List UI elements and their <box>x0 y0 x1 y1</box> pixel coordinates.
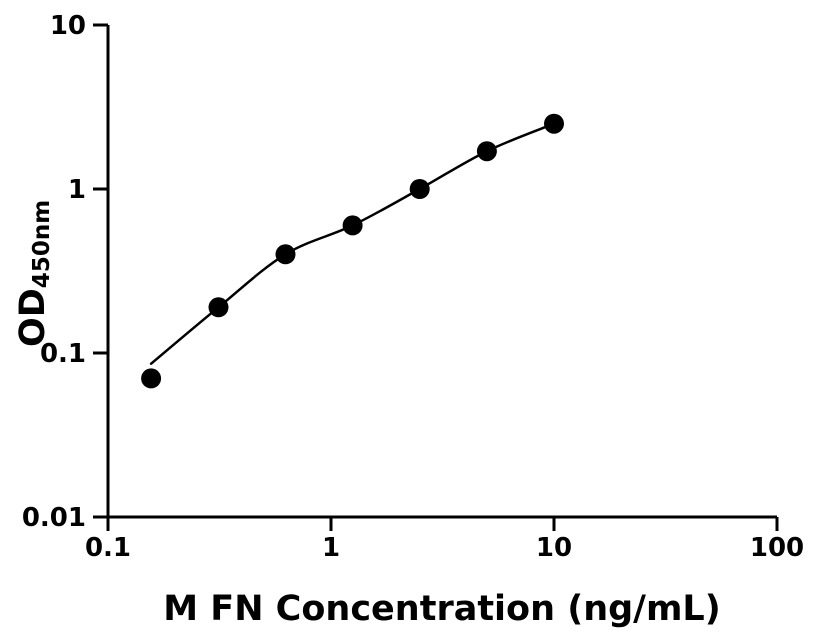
data-point <box>275 244 296 265</box>
data-point <box>544 113 564 134</box>
y-tick-label: 10 <box>50 11 86 41</box>
x-axis-label: M FN Concentration (ng/mL) <box>163 589 720 629</box>
y-axis-label-main: OD <box>13 288 53 347</box>
data-point <box>476 141 497 162</box>
x-tick-label: 0.1 <box>85 533 131 563</box>
y-axis-label-subscript: 450nm <box>29 200 55 288</box>
y-tick-label: 0.1 <box>40 339 86 369</box>
data-point <box>208 297 229 318</box>
data-point <box>409 179 430 199</box>
x-tick-label: 10 <box>536 533 572 563</box>
y-tick-label: 0.01 <box>22 503 86 533</box>
y-axis-label: OD450nm <box>13 200 55 347</box>
x-tick-label: 100 <box>750 533 804 563</box>
data-series <box>141 113 564 389</box>
y-tick-label: 1 <box>68 175 86 205</box>
data-point <box>342 215 363 236</box>
data-point <box>141 368 162 389</box>
x-tick-label: 1 <box>322 533 340 563</box>
